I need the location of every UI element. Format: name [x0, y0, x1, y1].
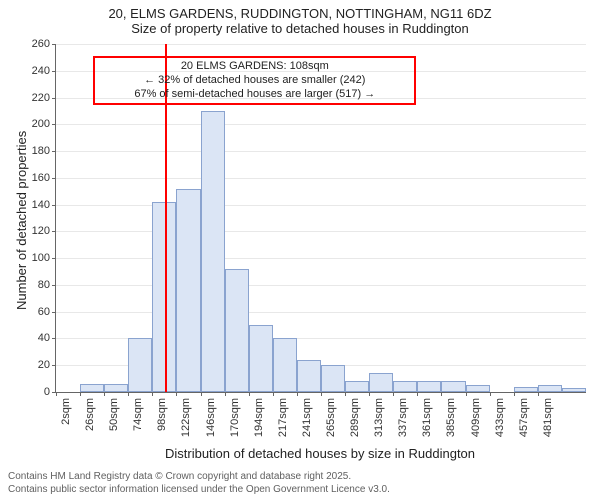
title-line-1: 20, ELMS GARDENS, RUDDINGTON, NOTTINGHAM… [0, 6, 600, 21]
xtick-mark [56, 392, 57, 396]
xtick-mark [417, 392, 418, 396]
xtick-mark [490, 392, 491, 396]
histogram-bar [466, 385, 490, 392]
xtick-mark [80, 392, 81, 396]
ytick-label: 60 [38, 306, 56, 318]
title-line-2: Size of property relative to detached ho… [0, 21, 600, 36]
chart-container: 20, ELMS GARDENS, RUDDINGTON, NOTTINGHAM… [0, 0, 600, 500]
plot-area: 0204060801001201401601802002202402602sqm… [55, 44, 586, 393]
xtick-label: 194sqm [253, 398, 265, 437]
annotation-line-3: 67% of semi-detached houses are larger (… [101, 88, 408, 102]
histogram-bar [514, 387, 538, 392]
xtick-label: 122sqm [180, 398, 192, 437]
ytick-label: 220 [32, 92, 56, 104]
gridline [56, 258, 586, 259]
gridline [56, 178, 586, 179]
ytick-label: 140 [32, 199, 56, 211]
ytick-label: 160 [32, 172, 56, 184]
histogram-bar [393, 381, 417, 392]
gridline [56, 312, 586, 313]
xtick-mark [104, 392, 105, 396]
histogram-bar [80, 384, 104, 392]
xtick-label: 457sqm [518, 398, 530, 437]
xtick-label: 26sqm [84, 398, 96, 431]
xtick-mark [538, 392, 539, 396]
ytick-label: 200 [32, 118, 56, 130]
ytick-label: 240 [32, 65, 56, 77]
footer-attribution: Contains HM Land Registry data © Crown c… [8, 471, 390, 496]
ytick-label: 100 [32, 252, 56, 264]
ytick-label: 40 [38, 332, 56, 344]
histogram-bar [417, 381, 441, 392]
histogram-bar [201, 111, 225, 392]
xtick-mark [466, 392, 467, 396]
xtick-mark [297, 392, 298, 396]
ytick-label: 180 [32, 145, 56, 157]
xtick-mark [369, 392, 370, 396]
histogram-bar [369, 373, 393, 392]
histogram-bar [538, 385, 562, 392]
xtick-label: 361sqm [421, 398, 433, 437]
histogram-bar [345, 381, 369, 392]
xtick-mark [249, 392, 250, 396]
xtick-label: 337sqm [397, 398, 409, 437]
xtick-mark [441, 392, 442, 396]
ytick-label: 120 [32, 225, 56, 237]
xtick-label: 409sqm [470, 398, 482, 437]
footer-line-2: Contains public sector information licen… [8, 484, 390, 497]
xtick-label: 217sqm [277, 398, 289, 437]
histogram-bar [128, 338, 152, 392]
xtick-mark [514, 392, 515, 396]
gridline [56, 151, 586, 152]
xtick-label: 385sqm [445, 398, 457, 437]
gridline [56, 205, 586, 206]
xtick-label: 98sqm [156, 398, 168, 431]
xtick-mark [225, 392, 226, 396]
gridline [56, 231, 586, 232]
xtick-mark [128, 392, 129, 396]
gridline [56, 44, 586, 45]
xtick-label: 241sqm [301, 398, 313, 437]
histogram-bar [297, 360, 321, 392]
xtick-mark [273, 392, 274, 396]
xtick-mark [393, 392, 394, 396]
xtick-mark [321, 392, 322, 396]
xtick-label: 265sqm [325, 398, 337, 437]
histogram-bar [176, 189, 200, 392]
ytick-label: 20 [38, 359, 56, 371]
title-block: 20, ELMS GARDENS, RUDDINGTON, NOTTINGHAM… [0, 0, 600, 36]
xtick-label: 170sqm [229, 398, 241, 437]
ytick-label: 80 [38, 279, 56, 291]
y-axis-label: Number of detached properties [14, 131, 29, 310]
histogram-bar [562, 388, 586, 392]
gridline [56, 124, 586, 125]
histogram-bar [104, 384, 128, 392]
xtick-label: 289sqm [349, 398, 361, 437]
annotation-line-1: 20 ELMS GARDENS: 108sqm [101, 60, 408, 74]
xtick-mark [176, 392, 177, 396]
xtick-mark [201, 392, 202, 396]
ytick-label: 260 [32, 38, 56, 50]
xtick-label: 433sqm [494, 398, 506, 437]
xtick-mark [345, 392, 346, 396]
histogram-bar [273, 338, 297, 392]
annotation-line-2: ← 32% of detached houses are smaller (24… [101, 74, 408, 88]
xtick-label: 481sqm [542, 398, 554, 437]
xtick-label: 146sqm [205, 398, 217, 437]
xtick-mark [152, 392, 153, 396]
x-axis-label: Distribution of detached houses by size … [55, 446, 585, 461]
footer-line-1: Contains HM Land Registry data © Crown c… [8, 471, 390, 484]
histogram-bar [441, 381, 465, 392]
histogram-bar [249, 325, 273, 392]
annotation-box: 20 ELMS GARDENS: 108sqm← 32% of detached… [93, 56, 416, 105]
xtick-label: 313sqm [373, 398, 385, 437]
histogram-bar [225, 269, 249, 392]
xtick-label: 50sqm [108, 398, 120, 431]
xtick-label: 74sqm [132, 398, 144, 431]
ytick-label: 0 [44, 386, 56, 398]
histogram-bar [321, 365, 345, 392]
xtick-label: 2sqm [60, 398, 72, 425]
gridline [56, 285, 586, 286]
